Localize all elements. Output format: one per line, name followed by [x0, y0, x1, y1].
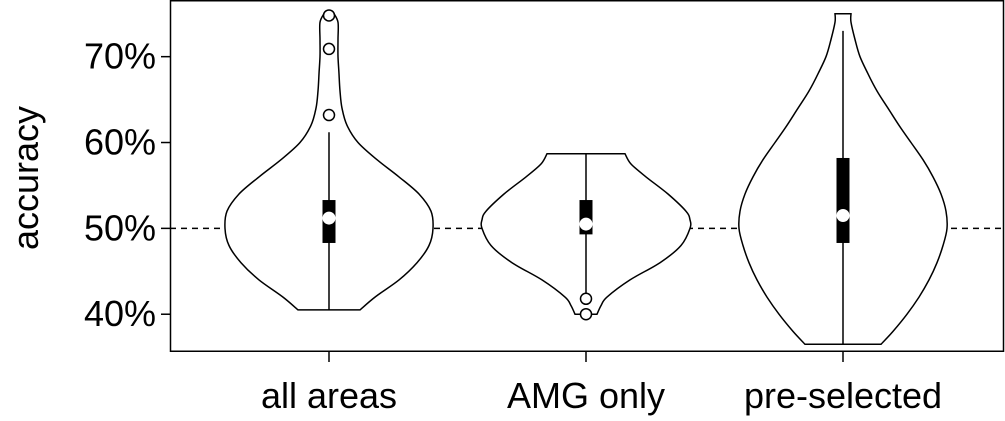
median-point — [836, 208, 850, 222]
outlier-point — [322, 9, 336, 22]
y-tick-label: 70% — [84, 36, 156, 77]
y-tick-label: 50% — [84, 207, 156, 248]
outlier-point — [579, 292, 593, 306]
x-tick-label: all areas — [261, 375, 397, 416]
x-tick-label: AMG only — [507, 375, 665, 416]
y-tick-label: 40% — [84, 293, 156, 334]
y-tick-label: 60% — [84, 122, 156, 163]
x-tick-label: pre-selected — [744, 375, 942, 416]
outlier-point — [579, 307, 593, 321]
plot-frame — [169, 0, 1005, 352]
outlier-point — [322, 108, 336, 122]
y-axis-label: accuracy — [5, 106, 46, 250]
outlier-point — [322, 42, 336, 56]
median-point — [322, 211, 336, 225]
plot-layer: 40% 50% 60% 70% all areas AMG only pre-selecte… — [84, 0, 1005, 416]
median-point — [579, 217, 593, 231]
iqr-box — [836, 157, 850, 243]
